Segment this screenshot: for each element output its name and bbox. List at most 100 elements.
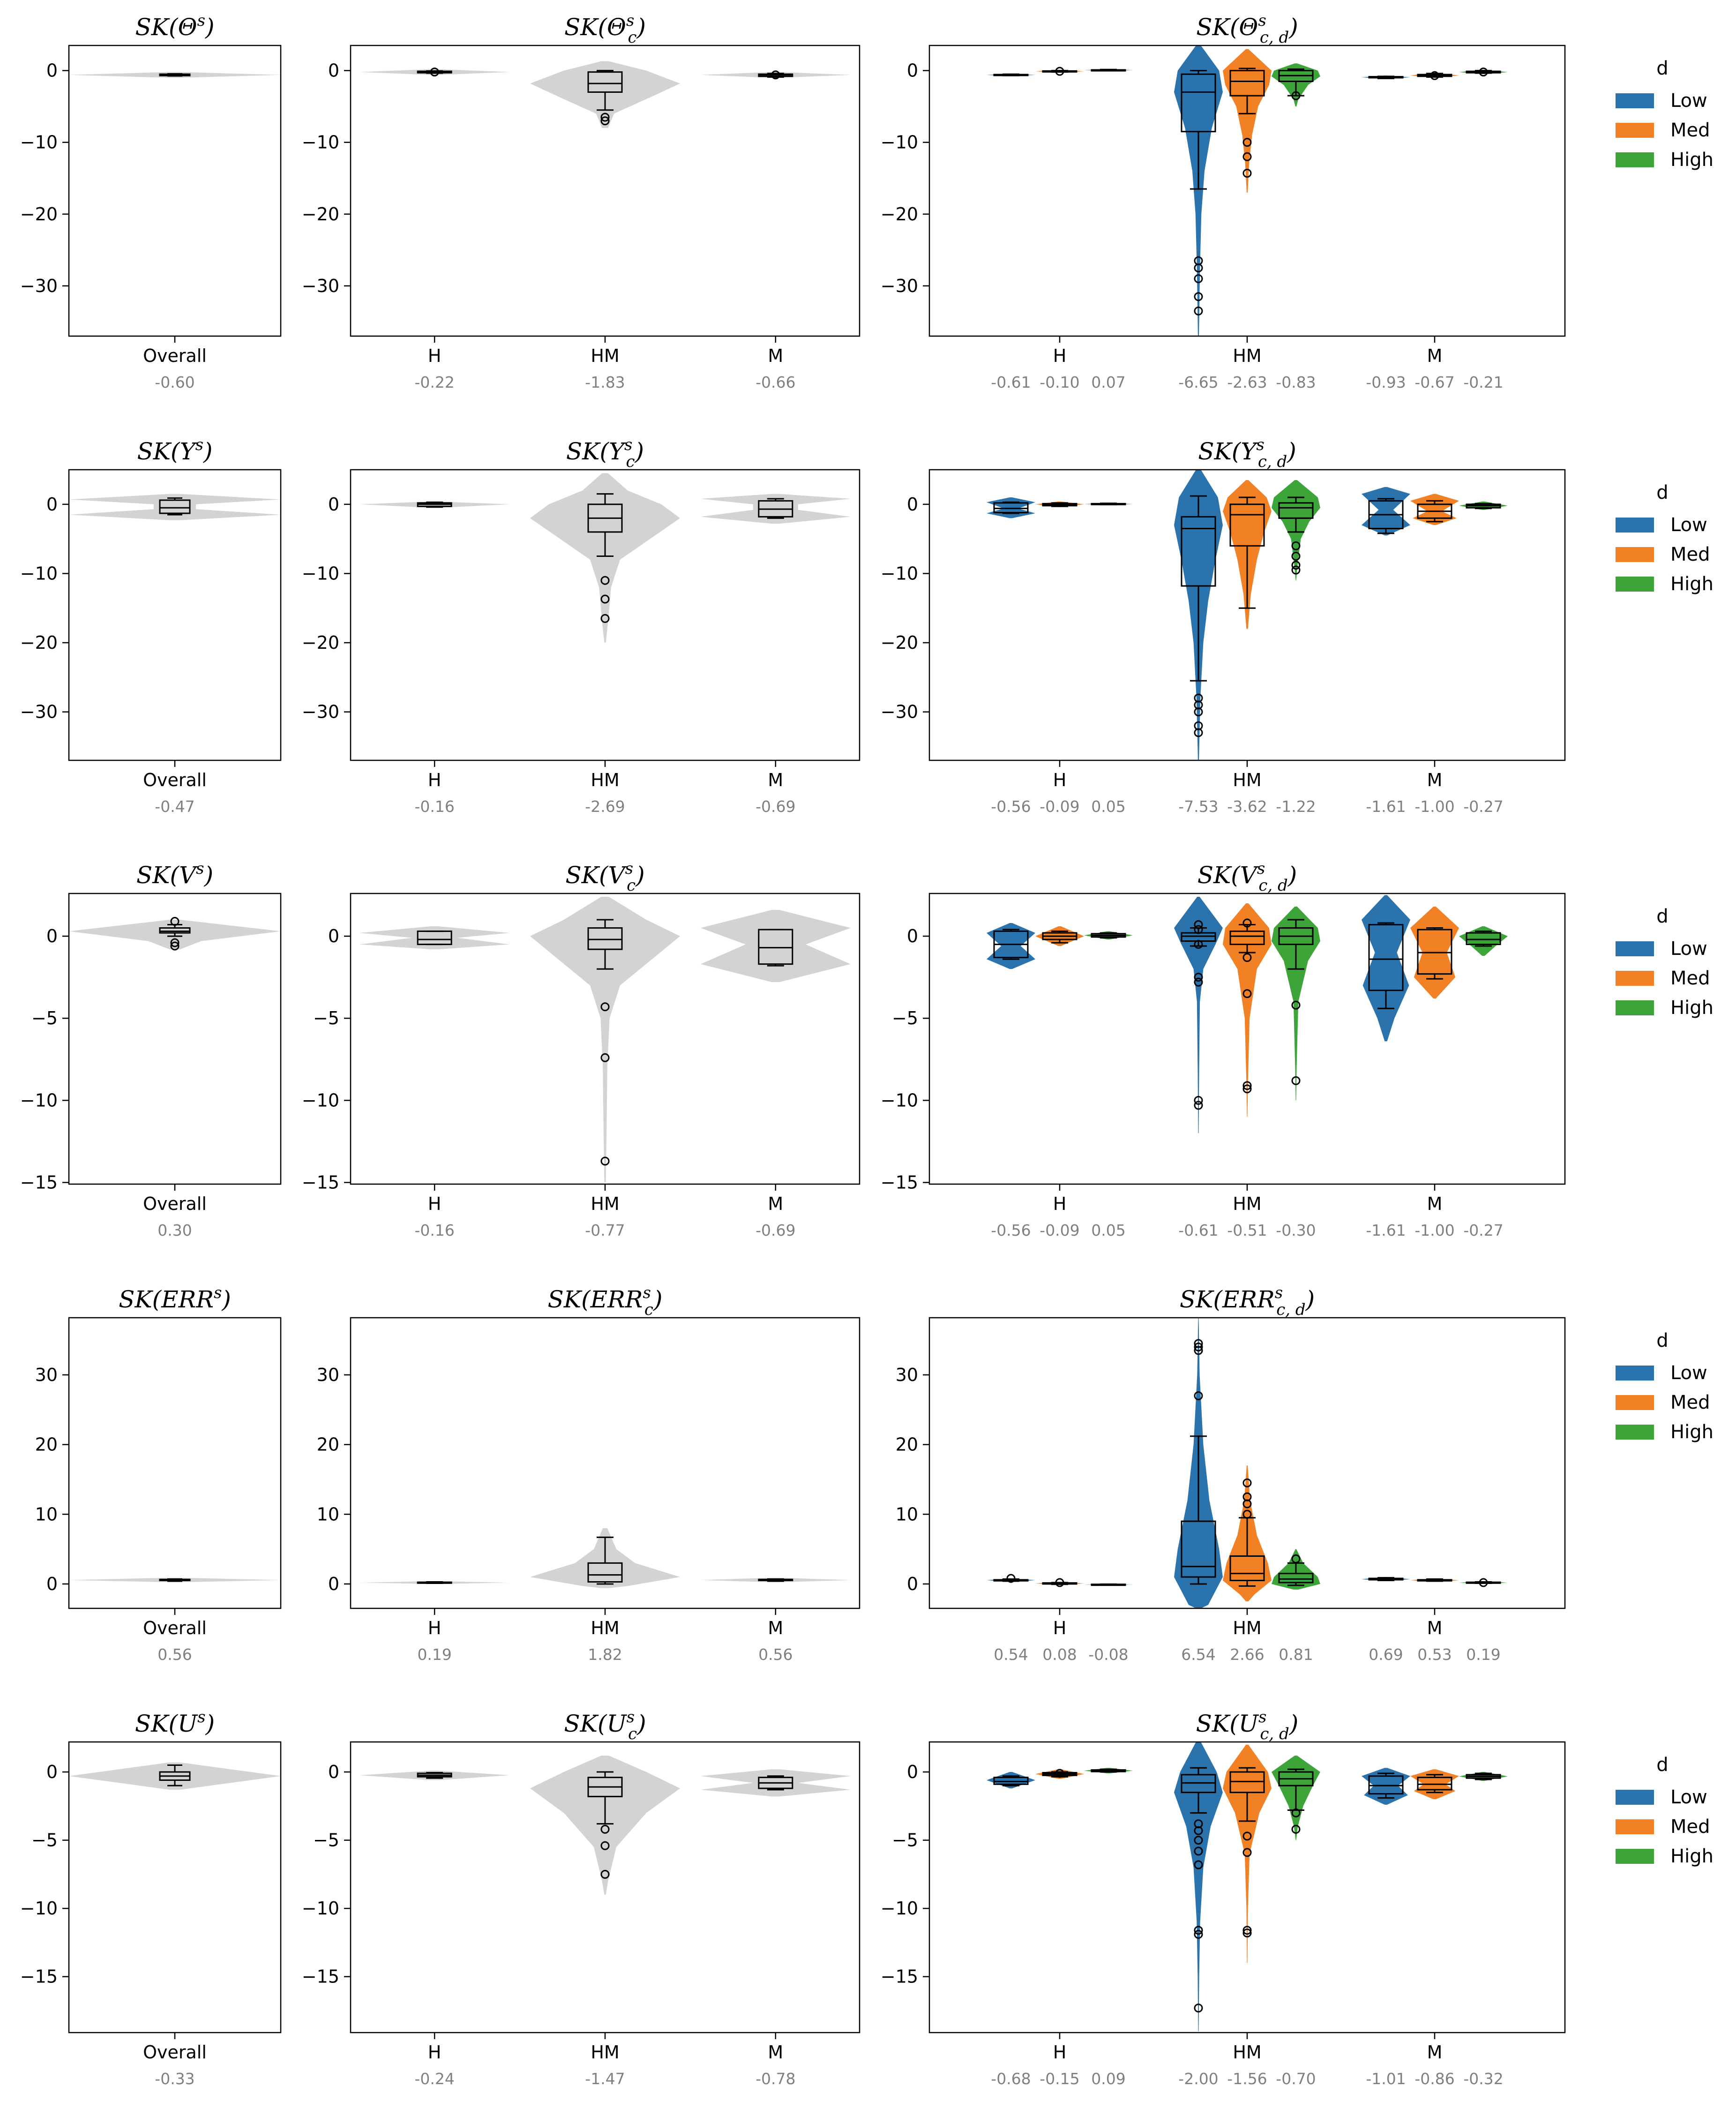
x-tick-label: M: [768, 1618, 783, 1638]
panel-title: SK(Vs c, d): [1197, 859, 1297, 895]
box-hm-low-outlier-3: [1194, 973, 1203, 982]
box-hm-low-outlier-3: [1194, 1339, 1203, 1348]
legend-label-med: Med: [1670, 544, 1710, 565]
violin-hm-med: [1223, 49, 1272, 193]
mean-label: -0.33: [155, 2070, 195, 2088]
mean-label: -0.16: [414, 797, 454, 816]
y-tick-label: −15: [881, 1172, 918, 1193]
y-tick-label: −10: [881, 1090, 918, 1111]
y-tick-label: −20: [881, 204, 918, 225]
plot-area: [986, 1318, 1508, 1608]
box-hm-med-box: [1229, 503, 1265, 547]
legend-title: d: [1656, 1330, 1668, 1351]
plot-area: [359, 1528, 851, 1588]
x-tick-label: Overall: [143, 770, 207, 790]
mean-label: 0.19: [1466, 1645, 1500, 1664]
x-tick-label: HM: [591, 1618, 619, 1638]
plot-area: [986, 1742, 1508, 2032]
mean-label: -0.61: [991, 373, 1031, 391]
mean-label: -0.51: [1227, 1221, 1267, 1239]
x-tick-label: H: [1053, 345, 1067, 366]
box-overall-outlier-0: [170, 917, 180, 926]
violin-hm-med: [1223, 1744, 1272, 1963]
box-hm-outlier-1: [600, 116, 610, 126]
box-hm-outlier-0: [600, 1824, 610, 1834]
y-tick-label: −15: [302, 1172, 339, 1193]
legend-label-high: High: [1670, 573, 1714, 595]
box-hm-high-box: [1278, 502, 1314, 519]
x-tick-label: H: [428, 770, 441, 790]
x-tick-label: HM: [1233, 770, 1261, 790]
y-tick-label: 0: [46, 494, 58, 515]
panel-by-category-d: SK(ERRs c, d) 0 10 20 30 0.54 0.08 -0.08 H 6.54 2.6…: [896, 1283, 1566, 1664]
x-tick-label: Overall: [143, 1193, 207, 1214]
legend-label-high: High: [1670, 149, 1714, 171]
mean-label: -0.61: [1178, 1221, 1218, 1239]
mean-label: -0.27: [1463, 1221, 1503, 1239]
legend-swatch-low: [1616, 518, 1654, 533]
x-tick-label: H: [428, 345, 441, 366]
box-m-med-outlier-0: [1430, 71, 1439, 80]
panel-by-category-d: SK(Θs c, d) 0 −10 −20 −30 -0.61 -0.10 0.07 H -6.65…: [881, 11, 1566, 391]
mean-label: 0.05: [1091, 1221, 1125, 1239]
axes-frame: [68, 893, 282, 1185]
box-hm-high-outlier-2: [1291, 561, 1301, 570]
x-tick-label: H: [428, 1618, 441, 1638]
mean-label: -0.21: [1463, 373, 1503, 391]
y-tick-label: 20: [896, 1434, 918, 1455]
box-hm-low-outlier-1: [1194, 263, 1203, 273]
legend-label-low: Low: [1670, 90, 1707, 112]
panel-title: SK(Us): [135, 1708, 215, 1737]
y-tick-label: −5: [31, 1830, 58, 1851]
mean-label: -1.56: [1227, 2070, 1267, 2088]
box-hm-med-box: [1229, 70, 1265, 97]
legend-swatch-high: [1616, 1849, 1654, 1864]
mean-label: 0.81: [1279, 1645, 1313, 1664]
mean-label: -0.70: [1276, 2070, 1316, 2088]
y-tick-label: 30: [317, 1365, 339, 1385]
box-hm-med-outlier-3: [1242, 1929, 1252, 1938]
violin-m-low: [1362, 487, 1411, 536]
box-hm-high-outlier-0: [1291, 1000, 1301, 1010]
y-tick-label: −10: [881, 563, 918, 584]
legend-swatch-high: [1616, 1000, 1654, 1015]
x-tick-label: M: [1427, 345, 1443, 366]
axes-frame: [928, 45, 1566, 337]
x-tick-label: Overall: [143, 1618, 207, 1638]
y-tick-label: −20: [881, 632, 918, 653]
plot-area: [359, 897, 851, 1183]
plot-area: [359, 473, 851, 643]
box-hm-low-outlier-2: [1194, 1836, 1203, 1845]
legend-label-low: Low: [1670, 938, 1707, 960]
y-tick-label: −30: [881, 276, 918, 296]
box-hm-med-outlier-1: [1242, 953, 1252, 962]
y-tick-label: −10: [20, 1898, 58, 1919]
violin-m-med: [1410, 494, 1459, 525]
box-hm-med-outlier-1: [1242, 152, 1252, 161]
box-h-med-outlier-0: [1055, 1578, 1064, 1587]
plot-area: [986, 470, 1508, 760]
legend-title: d: [1656, 482, 1668, 503]
mean-label: -2.63: [1227, 373, 1267, 391]
box-m-high-outlier-0: [1479, 68, 1488, 77]
violin-hm-high: [1272, 907, 1320, 1101]
mean-label: 0.05: [1091, 797, 1125, 816]
panel-title: SK(Vs c): [565, 859, 644, 895]
plot-area: [359, 61, 851, 128]
chart-row-theta: SK(Θs) 0 −10 −20 −30 Overall -0.60 SK(Θs c) 0 −10 −…: [20, 11, 1714, 391]
chart-row-err: SK(ERRs) 0 10 20 30 Overall 0.56 SK(ERRs c) 0 10 20…: [35, 1283, 1714, 1664]
y-tick-label: −10: [20, 1090, 58, 1111]
legend-label-high: High: [1670, 1846, 1714, 1867]
y-tick-label: −10: [20, 132, 58, 153]
y-tick-label: 0: [328, 494, 339, 515]
mean-label: -1.00: [1414, 1221, 1454, 1239]
legend-label-med: Med: [1670, 1392, 1710, 1413]
mean-label: -0.24: [414, 2070, 454, 2088]
x-tick-label: M: [768, 1193, 783, 1214]
legend-swatch-high: [1616, 152, 1654, 167]
mean-label: -0.56: [991, 797, 1031, 816]
box-hm-high-outlier-1: [1291, 1824, 1301, 1834]
y-tick-label: −10: [881, 132, 918, 153]
legend-title: d: [1656, 58, 1668, 79]
